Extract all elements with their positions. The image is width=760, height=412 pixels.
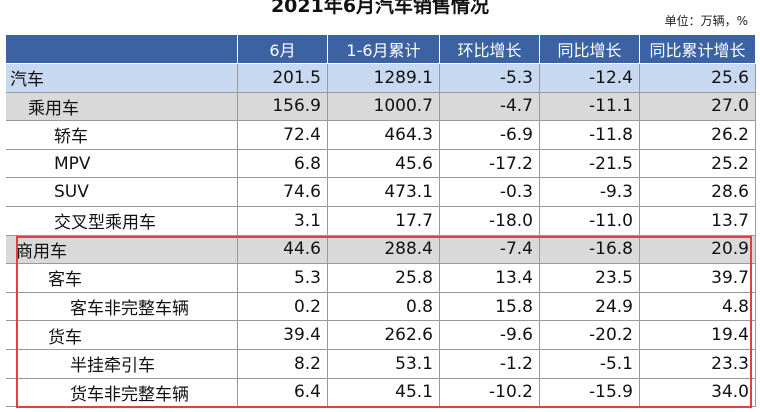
value-cell: -11.0: [540, 207, 640, 236]
row-label: 乘用车: [6, 92, 238, 122]
value-cell: 0.2: [238, 292, 328, 322]
header-cell: [6, 35, 238, 64]
value-cell: -11.1: [540, 92, 640, 122]
value-cell: 6.4: [238, 378, 328, 408]
header-cell: 同比累计增长: [640, 35, 756, 64]
header-cell: 环比增长: [440, 35, 540, 64]
value-cell: 0.8: [328, 292, 440, 322]
value-cell: 5.3: [238, 264, 328, 293]
value-cell: 8.2: [238, 350, 328, 379]
value-cell: 23.3: [640, 350, 756, 379]
value-cell: -5.3: [440, 64, 540, 93]
value-cell: -11.8: [540, 121, 640, 150]
header-cell: 同比增长: [540, 35, 640, 64]
value-cell: -5.1: [540, 350, 640, 379]
value-cell: 4.8: [640, 292, 756, 322]
value-cell: -21.5: [540, 149, 640, 179]
value-cell: -7.4: [440, 235, 540, 265]
value-cell: -6.9: [440, 121, 540, 150]
row-label: 客车非完整车辆: [6, 292, 238, 322]
value-cell: 72.4: [238, 121, 328, 150]
value-cell: -18.0: [440, 207, 540, 236]
row-label: 货车非完整车辆: [6, 378, 238, 408]
value-cell: 39.7: [640, 264, 756, 293]
value-cell: 288.4: [328, 235, 440, 265]
value-cell: 201.5: [238, 64, 328, 93]
row-label: MPV: [6, 149, 238, 179]
value-cell: 44.6: [238, 235, 328, 265]
value-cell: 45.1: [328, 378, 440, 408]
row-label: SUV: [6, 178, 238, 207]
value-cell: 19.4: [640, 321, 756, 350]
value-cell: 26.2: [640, 121, 756, 150]
value-cell: -17.2: [440, 149, 540, 179]
row-label: 轿车: [6, 121, 238, 150]
value-cell: 53.1: [328, 350, 440, 379]
value-cell: 6.8: [238, 149, 328, 179]
value-cell: 464.3: [328, 121, 440, 150]
value-cell: 39.4: [238, 321, 328, 350]
value-cell: 23.5: [540, 264, 640, 293]
value-cell: -4.7: [440, 92, 540, 122]
value-cell: -9.6: [440, 321, 540, 350]
value-cell: -0.3: [440, 178, 540, 207]
value-cell: 262.6: [328, 321, 440, 350]
unit-note: 单位：万辆，%: [664, 14, 748, 28]
row-label: 货车: [6, 321, 238, 350]
value-cell: 1289.1: [328, 64, 440, 93]
value-cell: 24.9: [540, 292, 640, 322]
value-cell: 13.4: [440, 264, 540, 293]
value-cell: -15.9: [540, 378, 640, 408]
value-cell: 3.1: [238, 207, 328, 236]
value-cell: 25.8: [328, 264, 440, 293]
value-cell: -16.8: [540, 235, 640, 265]
value-cell: 1000.7: [328, 92, 440, 122]
value-cell: -12.4: [540, 64, 640, 93]
value-cell: 15.8: [440, 292, 540, 322]
title: 2021年6月汽车销售情况: [270, 0, 490, 17]
value-cell: 473.1: [328, 178, 440, 207]
row-label: 汽车: [6, 64, 238, 93]
value-cell: 156.9: [238, 92, 328, 122]
header-cell: 1-6月累计: [328, 35, 440, 64]
value-cell: 20.9: [640, 235, 756, 265]
value-cell: -10.2: [440, 378, 540, 408]
value-cell: 45.6: [328, 149, 440, 179]
value-cell: 27.0: [640, 92, 756, 122]
value-cell: -9.3: [540, 178, 640, 207]
row-label: 交叉型乘用车: [6, 207, 238, 236]
value-cell: 25.6: [640, 64, 756, 93]
value-cell: 34.0: [640, 378, 756, 408]
row-label: 客车: [6, 264, 238, 293]
row-label: 商用车: [6, 235, 238, 265]
row-label: 半挂牵引车: [6, 350, 238, 379]
value-cell: -1.2: [440, 350, 540, 379]
value-cell: 17.7: [328, 207, 440, 236]
value-cell: 28.6: [640, 178, 756, 207]
value-cell: 74.6: [238, 178, 328, 207]
value-cell: 25.2: [640, 149, 756, 179]
value-cell: -20.2: [540, 321, 640, 350]
header-cell: 6月: [238, 35, 328, 64]
value-cell: 13.7: [640, 207, 756, 236]
